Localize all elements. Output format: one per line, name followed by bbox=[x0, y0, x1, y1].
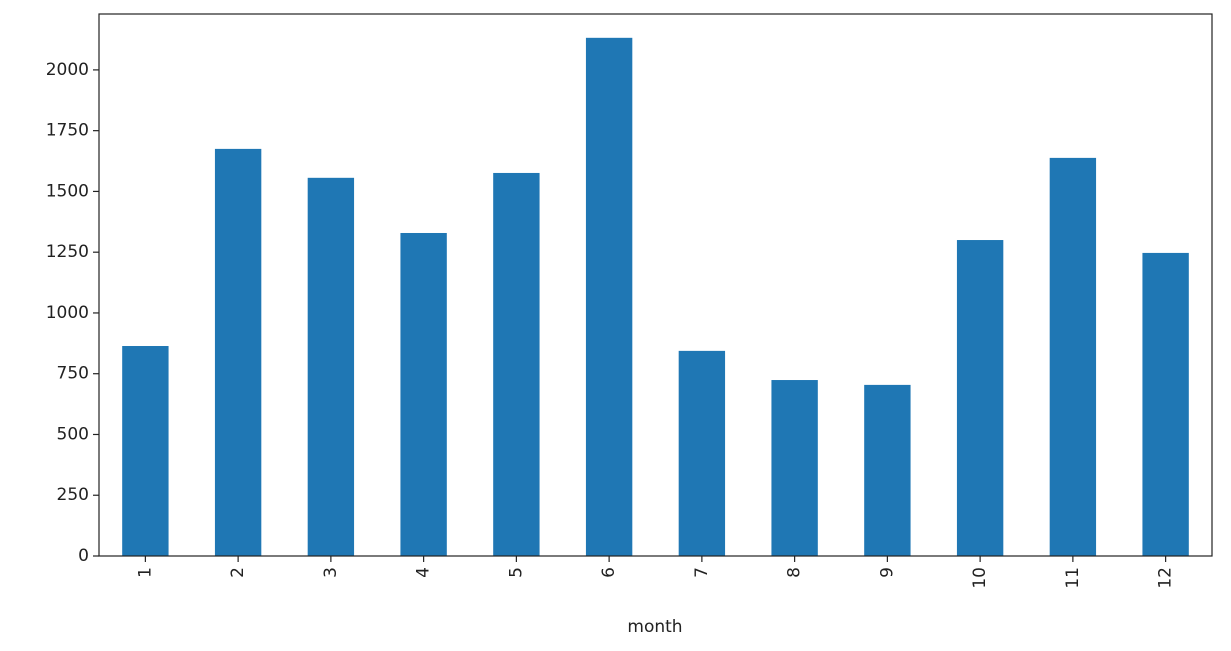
x-tick-label: 5 bbox=[506, 567, 526, 578]
x-tick-label: 11 bbox=[1063, 567, 1083, 589]
bar bbox=[400, 232, 447, 557]
x-axis-label: month bbox=[627, 617, 682, 637]
x-tick-label: 1 bbox=[135, 567, 155, 578]
bar bbox=[956, 240, 1004, 556]
bar bbox=[1142, 252, 1189, 557]
y-tick-label: 750 bbox=[57, 364, 89, 384]
x-tick-label: 12 bbox=[1156, 567, 1176, 589]
x-tick-label: 8 bbox=[785, 567, 805, 578]
bar bbox=[493, 172, 540, 556]
bar bbox=[678, 350, 726, 556]
y-tick-label: 1000 bbox=[46, 303, 89, 323]
x-tick-label: 7 bbox=[692, 567, 712, 578]
bar bbox=[585, 37, 633, 556]
bar bbox=[1049, 157, 1097, 557]
x-tick-label: 10 bbox=[970, 567, 990, 589]
x-tick-label: 6 bbox=[599, 567, 619, 578]
bar bbox=[122, 346, 169, 556]
x-tick-label: 2 bbox=[228, 567, 248, 578]
y-tick-label: 250 bbox=[57, 485, 89, 505]
bar bbox=[307, 177, 355, 556]
y-tick-label: 1750 bbox=[46, 121, 89, 141]
x-tick-label: 9 bbox=[877, 567, 897, 578]
y-tick-label: 2000 bbox=[46, 60, 89, 80]
x-tick-label: 4 bbox=[414, 567, 434, 578]
y-tick-label: 500 bbox=[57, 424, 89, 444]
axes-frame bbox=[98, 13, 1213, 557]
x-tick-label: 3 bbox=[321, 567, 341, 578]
y-tick-label: 0 bbox=[78, 546, 89, 566]
y-tick-label: 1250 bbox=[46, 242, 89, 262]
bar bbox=[771, 380, 818, 556]
bar bbox=[864, 384, 911, 556]
y-tick-label: 1500 bbox=[46, 181, 89, 201]
bar bbox=[214, 148, 262, 556]
